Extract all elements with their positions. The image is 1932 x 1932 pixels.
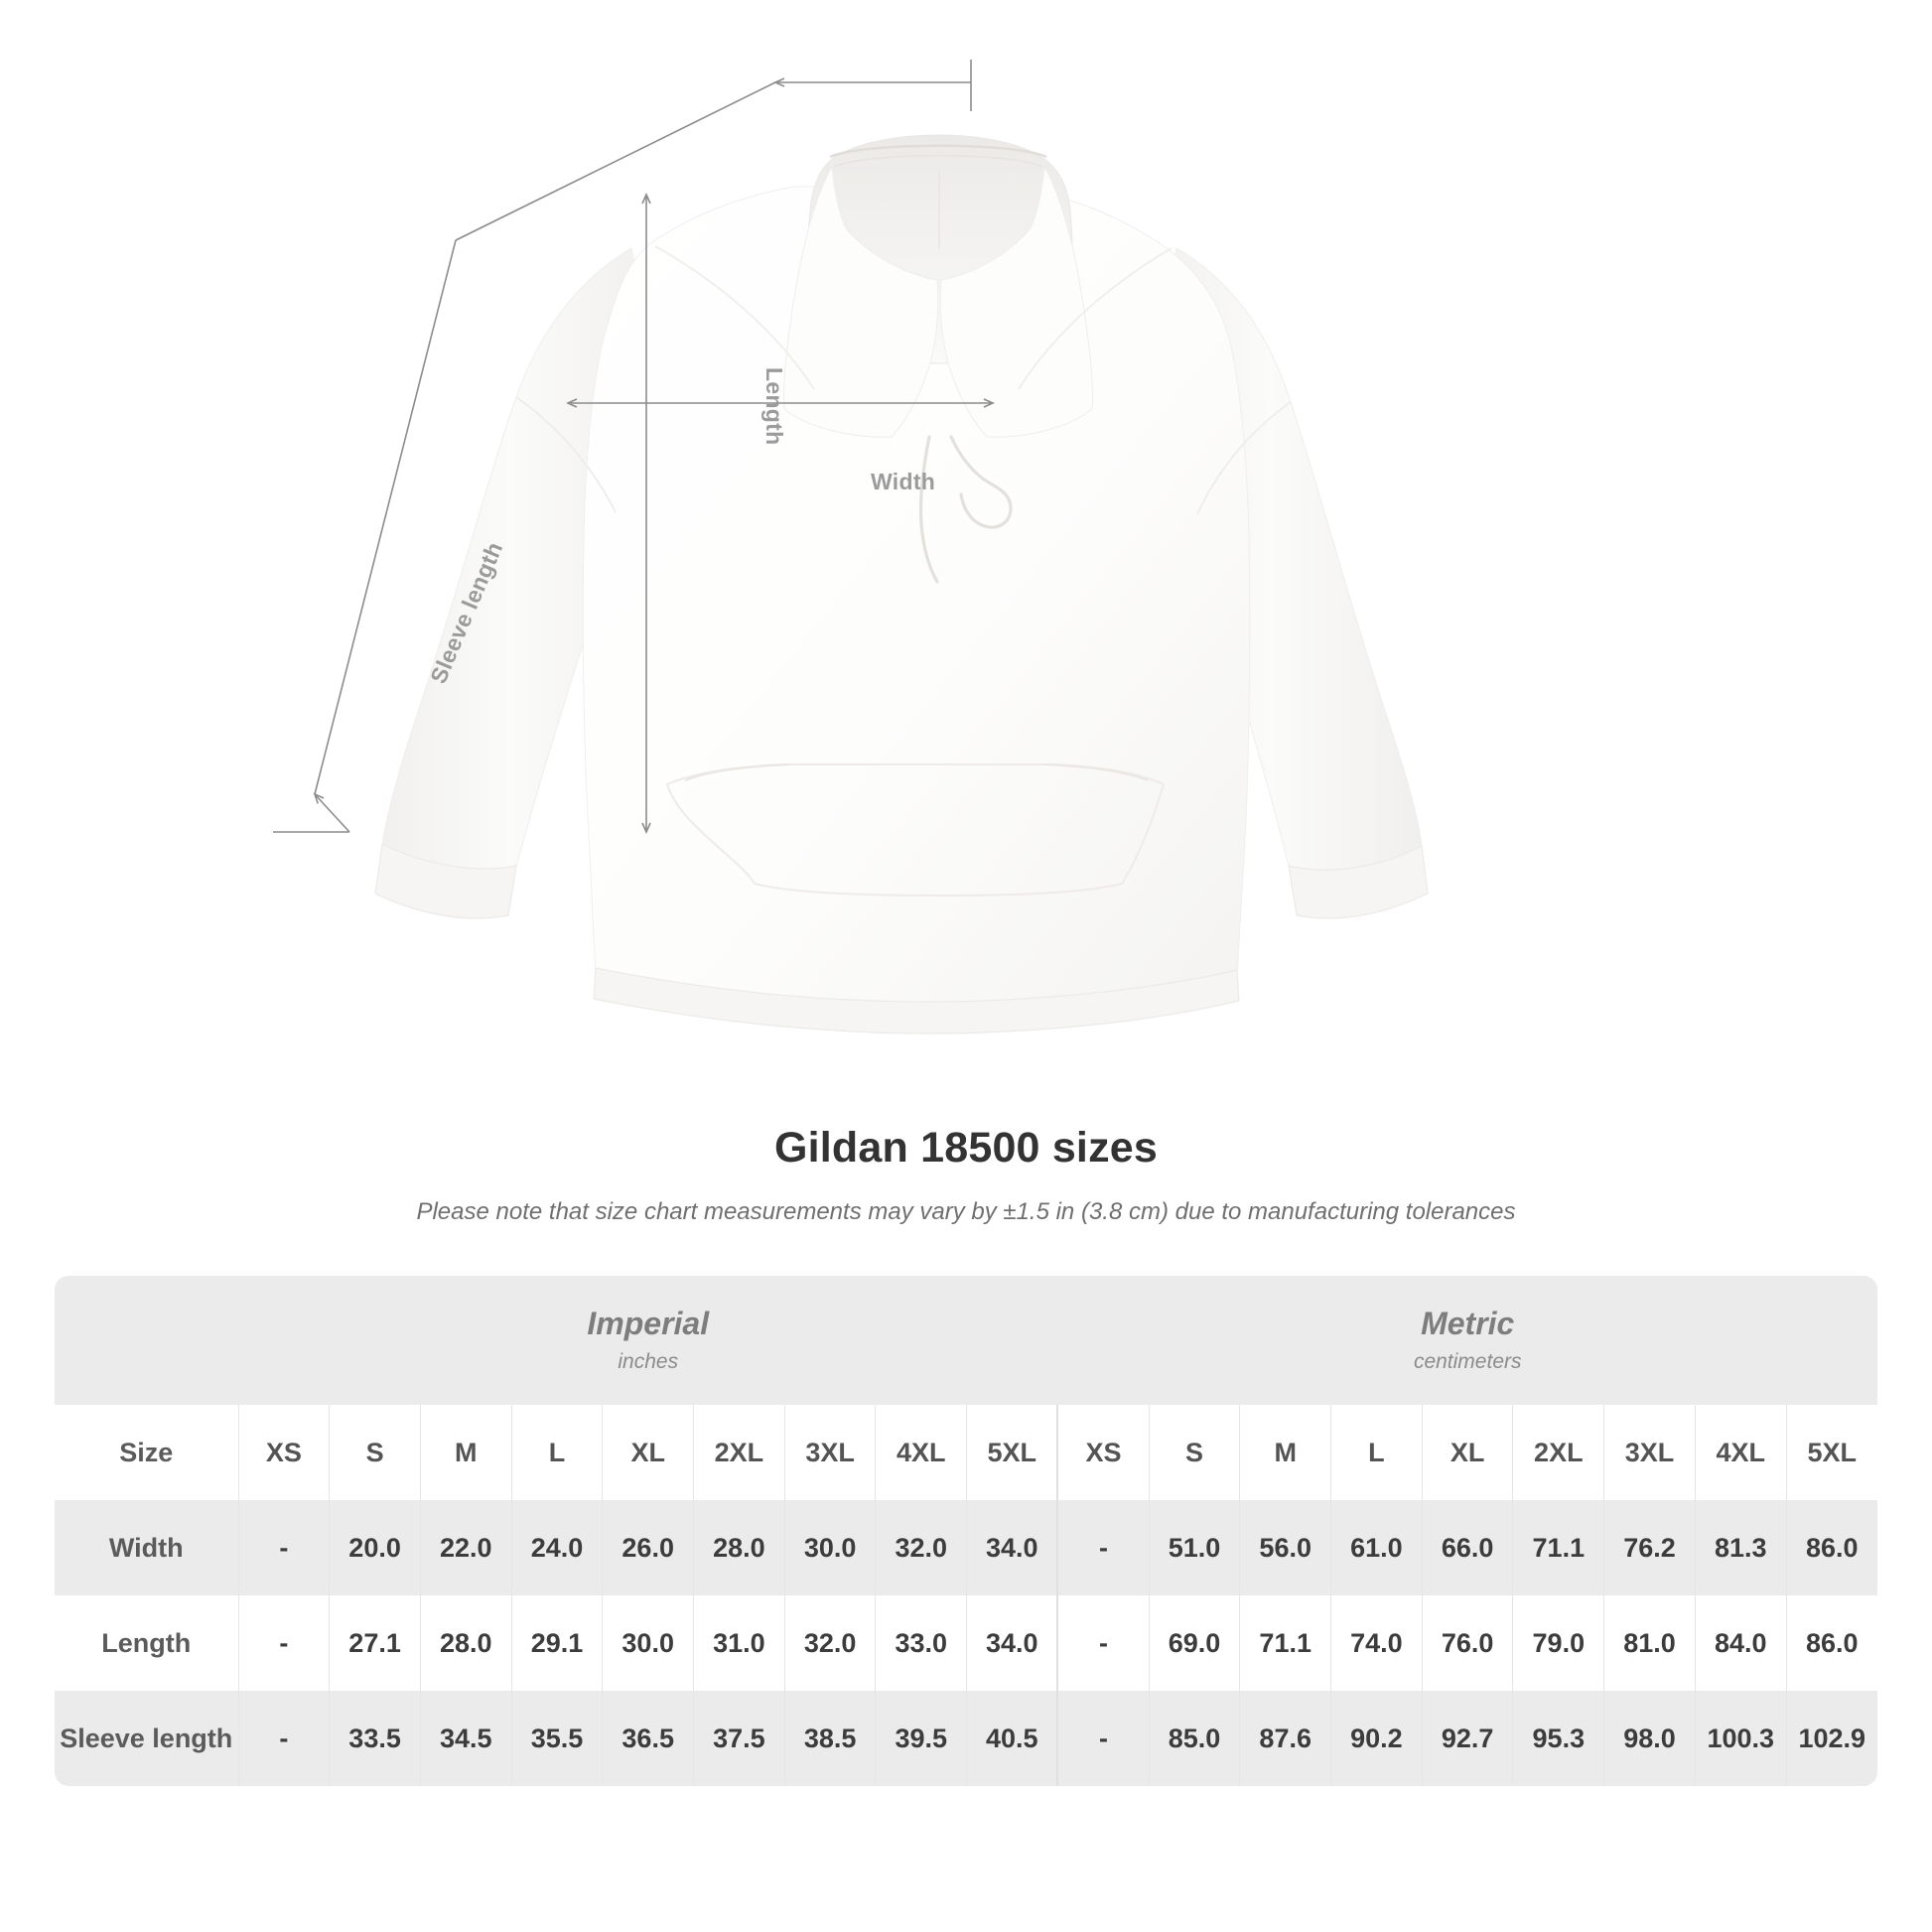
cell-length-3xl-imperial: 32.0 [784,1595,877,1691]
hoodie-illustration [273,60,1429,1035]
unit-systems-row: Imperial inches Metric centimeters [55,1276,1877,1405]
cell-sleeve-length-xl-imperial: 36.5 [602,1691,695,1786]
cell-width-l-metric: 61.0 [1330,1500,1423,1595]
size-header-5xl-metric: 5XL [1786,1405,1877,1500]
unit-row-spacer [55,1276,239,1405]
cell-sleeve-length-xs-metric: - [1057,1691,1150,1786]
imperial-unit: inches [618,1349,679,1373]
cell-sleeve-length-s-imperial: 33.5 [329,1691,421,1786]
cell-length-xs-metric: - [1057,1595,1150,1691]
length-dimension-label: Length [761,367,787,446]
size-header-xl-imperial: XL [602,1405,695,1500]
cell-width-5xl-imperial: 34.0 [966,1500,1059,1595]
cell-width-3xl-imperial: 30.0 [784,1500,877,1595]
row-label-sleeve-length: Sleeve length [55,1691,239,1786]
table-row: Sleeve length -33.5 34.5 35.5 36.5 37.5 38.5 39… [55,1691,1877,1786]
measurement-lines [273,60,995,834]
cell-sleeve-length-xl-metric: 92.7 [1422,1691,1514,1786]
hoodie-garment [374,134,1429,1035]
cell-length-xl-imperial: 30.0 [602,1595,695,1691]
size-header-2xl-metric: 2XL [1512,1405,1605,1500]
size-chart-container: Imperial inches Metric centimeters Size … [55,1276,1877,1786]
width-dimension-label: Width [871,469,936,494]
cell-length-5xl-metric: 86.0 [1786,1595,1877,1691]
size-header-4xl-imperial: 4XL [875,1405,968,1500]
cell-sleeve-length-l-metric: 90.2 [1330,1691,1423,1786]
size-header-s-metric: S [1149,1405,1241,1500]
cell-length-l-metric: 74.0 [1330,1595,1423,1691]
metric-group-header: Metric centimeters [1057,1276,1877,1405]
cell-sleeve-length-4xl-imperial: 39.5 [875,1691,968,1786]
cell-length-xs-imperial: - [238,1595,331,1691]
cell-sleeve-length-3xl-imperial: 38.5 [784,1691,877,1786]
metric-unit: centimeters [1413,1349,1522,1373]
cell-width-xl-metric: 66.0 [1422,1500,1514,1595]
title-block: Gildan 18500 sizes Please note that size… [0,1124,1932,1226]
cell-width-xl-imperial: 26.0 [602,1500,695,1595]
size-header-xs-metric: XS [1057,1405,1150,1500]
cell-length-2xl-imperial: 31.0 [693,1595,785,1691]
cell-length-m-metric: 71.1 [1239,1595,1332,1691]
size-header-4xl-metric: 4XL [1695,1405,1787,1500]
size-header-l-imperial: L [511,1405,604,1500]
size-header-3xl-imperial: 3XL [784,1405,877,1500]
cell-width-m-metric: 56.0 [1239,1500,1332,1595]
cell-length-s-metric: 69.0 [1149,1595,1241,1691]
size-header-xs-imperial: XS [238,1405,331,1500]
cell-width-l-imperial: 24.0 [511,1500,604,1595]
cell-width-2xl-metric: 71.1 [1512,1500,1605,1595]
size-header-m-metric: M [1239,1405,1332,1500]
cell-sleeve-length-l-imperial: 35.5 [511,1691,604,1786]
cell-sleeve-length-5xl-metric: 102.9 [1786,1691,1877,1786]
cell-width-2xl-imperial: 28.0 [693,1500,785,1595]
cell-width-5xl-metric: 86.0 [1786,1500,1877,1595]
size-header-5xl-imperial: 5XL [966,1405,1059,1500]
row-label-length: Length [55,1595,239,1691]
table-row: Width -20.0 22.0 24.0 26.0 28.0 30.0 32.0 34.0-5… [55,1500,1877,1595]
cell-width-xs-imperial: - [238,1500,331,1595]
cell-sleeve-length-3xl-metric: 98.0 [1603,1691,1696,1786]
garment-diagram: Length Width Sleeve length [273,60,1429,1035]
metric-label: Metric [1421,1306,1515,1342]
table-row: Length -27.1 28.0 29.1 30.0 31.0 32.0 33.0 34.0-… [55,1595,1877,1691]
size-header-s-imperial: S [329,1405,421,1500]
row-label-width: Width [55,1500,239,1595]
cell-length-4xl-imperial: 33.0 [875,1595,968,1691]
size-header-cell: Size [55,1405,239,1500]
size-header-l-metric: L [1330,1405,1423,1500]
cell-width-3xl-metric: 76.2 [1603,1500,1696,1595]
cell-sleeve-length-s-metric: 85.0 [1149,1691,1241,1786]
cell-length-3xl-metric: 81.0 [1603,1595,1696,1691]
cell-length-l-imperial: 29.1 [511,1595,604,1691]
cell-sleeve-length-m-metric: 87.6 [1239,1691,1332,1786]
cell-length-4xl-metric: 84.0 [1695,1595,1787,1691]
cell-width-s-imperial: 20.0 [329,1500,421,1595]
cell-length-xl-metric: 76.0 [1422,1595,1514,1691]
cell-sleeve-length-xs-imperial: - [238,1691,331,1786]
cell-length-5xl-imperial: 34.0 [966,1595,1059,1691]
cell-width-m-imperial: 22.0 [420,1500,512,1595]
size-header-3xl-metric: 3XL [1603,1405,1696,1500]
cell-sleeve-length-2xl-metric: 95.3 [1512,1691,1605,1786]
size-header-row: Size XS S M L XL 2XL 3XL 4XL 5XL XS S M L XL 2XL 3XL 4XL… [55,1405,1877,1500]
cell-width-4xl-imperial: 32.0 [875,1500,968,1595]
cell-sleeve-length-2xl-imperial: 37.5 [693,1691,785,1786]
size-header-2xl-imperial: 2XL [693,1405,785,1500]
page-title: Gildan 18500 sizes [773,1124,1159,1172]
cell-sleeve-length-5xl-imperial: 40.5 [966,1691,1059,1786]
size-chart-table: Imperial inches Metric centimeters Size … [55,1276,1877,1786]
cell-sleeve-length-m-imperial: 34.5 [420,1691,512,1786]
cell-length-s-imperial: 27.1 [329,1595,421,1691]
cell-width-4xl-metric: 81.3 [1695,1500,1787,1595]
cell-sleeve-length-4xl-metric: 100.3 [1695,1691,1787,1786]
cell-width-s-metric: 51.0 [1149,1500,1241,1595]
tolerance-note: Please note that size chart measurements… [416,1198,1516,1225]
size-header-xl-metric: XL [1422,1405,1514,1500]
cell-width-xs-metric: - [1057,1500,1150,1595]
cell-length-m-imperial: 28.0 [420,1595,512,1691]
imperial-group-header: Imperial inches [238,1276,1058,1405]
cell-length-2xl-metric: 79.0 [1512,1595,1605,1691]
imperial-label: Imperial [587,1306,710,1342]
size-header-m-imperial: M [420,1405,512,1500]
